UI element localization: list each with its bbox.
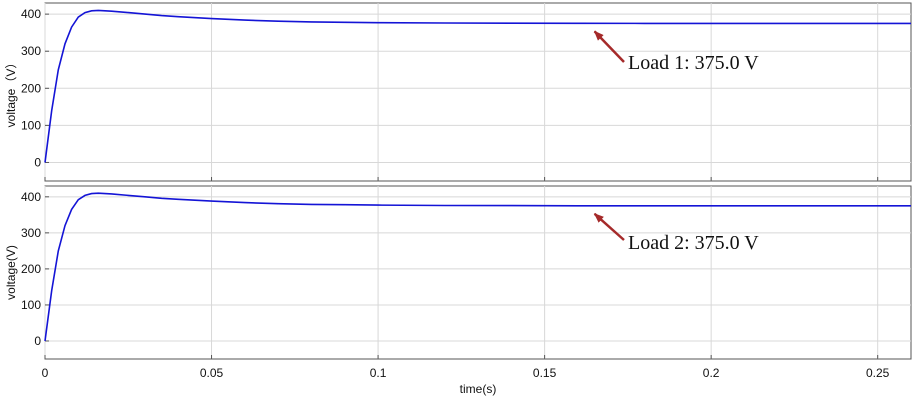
x-tick-label: 0.25 — [866, 366, 890, 380]
panel-1: 0 100 200 300 400 voltage（V） Load 1: 375.0 V — [4, 2, 912, 182]
x-tick-label: 0 — [42, 366, 49, 380]
annotation-label: Load 2: 375.0 V — [628, 232, 759, 254]
y-tick-label: 0 — [34, 155, 41, 169]
y-tick-label: 100 — [21, 118, 41, 132]
x-tick-label: 0.05 — [200, 366, 224, 380]
panel-2: 0 100 200 300 400 0 0.05 0.1 0.15 0.2 0.25 voltage(… — [4, 185, 912, 396]
y-axis-label: voltage（V） — [4, 57, 18, 128]
x-tick-label: 0.2 — [703, 366, 720, 380]
y-tick-label: 300 — [21, 44, 41, 58]
plot-area — [44, 2, 912, 182]
annotation-arrow — [593, 212, 625, 241]
y-tick-label: 100 — [21, 298, 41, 312]
annotation-arrow — [593, 30, 625, 63]
plot-area — [44, 185, 912, 360]
x-axis-label: time(s) — [460, 382, 497, 396]
y-axis-label: voltage(V) — [4, 245, 18, 300]
y-tick-label: 400 — [21, 190, 41, 204]
y-tick-label: 200 — [21, 81, 41, 95]
y-tick-label: 300 — [21, 226, 41, 240]
x-tick-label: 0.15 — [533, 366, 557, 380]
x-tick-label: 0.1 — [370, 366, 387, 380]
y-tick-label: 400 — [21, 7, 41, 21]
y-tick-label: 0 — [34, 334, 41, 348]
series-line — [44, 192, 911, 342]
series-line — [44, 9, 911, 163]
y-tick-label: 200 — [21, 262, 41, 276]
annotation-label: Load 1: 375.0 V — [628, 52, 759, 74]
